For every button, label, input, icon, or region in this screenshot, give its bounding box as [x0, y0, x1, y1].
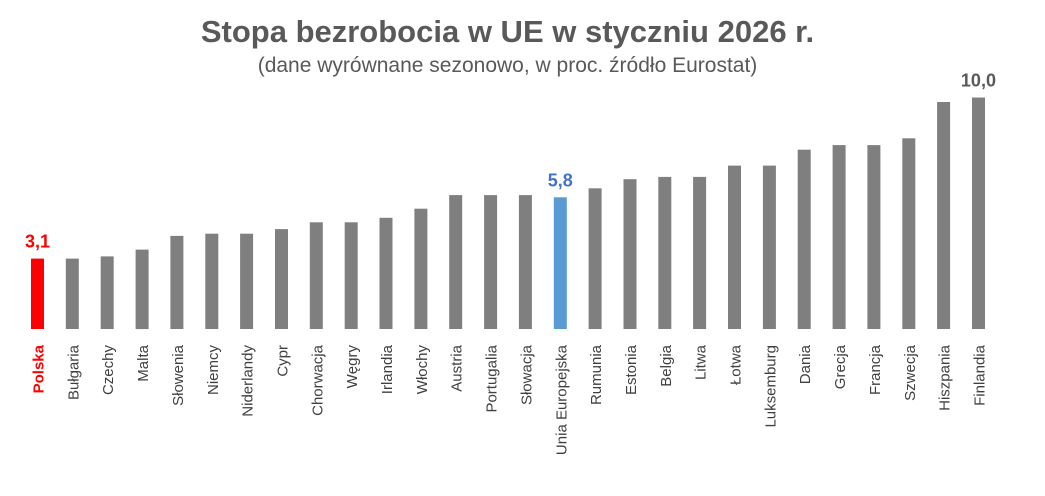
- bar-luksemburg: [762, 165, 776, 329]
- bar-finlandia: [972, 97, 985, 329]
- tick-label-niemcy: Niemcy: [205, 345, 222, 396]
- bar-malta: [135, 249, 149, 330]
- bar-niderlandy: [240, 233, 254, 329]
- tick-label-wegry: Węgry: [344, 345, 361, 389]
- bar-czechy: [100, 256, 114, 329]
- tick-label-hiszpania: Hiszpania: [937, 344, 954, 411]
- tick-label-bulgaria: Bułgaria: [65, 344, 82, 400]
- data-label-finlandia: 10,0: [961, 71, 996, 91]
- bar-rumunia: [588, 188, 602, 329]
- bar-chorwacja: [309, 222, 323, 329]
- tick-label-finlandia: Finlandia: [971, 344, 988, 406]
- bar-wegry: [344, 222, 358, 329]
- tick-label-francja: Francja: [867, 344, 884, 395]
- tick-label-belgia: Belgia: [658, 344, 675, 386]
- bar-estonia: [623, 179, 637, 329]
- tick-label-luksemburg: Luksemburg: [762, 345, 779, 428]
- chart-subtitle: (dane wyrównane sezonowo, w proc. źródło…: [257, 54, 758, 77]
- tick-label-austria: Austria: [449, 344, 466, 391]
- bar-cypr: [275, 229, 288, 329]
- bar-unia-europejska: [553, 197, 567, 329]
- data-label-unia-europejska: 5,8: [548, 170, 573, 190]
- tick-label-cypr: Cypr: [274, 345, 291, 377]
- bar-niemcy: [205, 233, 219, 329]
- bar-slowenia: [170, 235, 184, 329]
- bar-wlochy: [414, 208, 428, 329]
- bar-slowacja: [518, 195, 532, 329]
- tick-label-czechy: Czechy: [100, 345, 117, 396]
- tick-label-irlandia: Irlandia: [379, 344, 396, 394]
- bar-dania: [797, 149, 811, 329]
- tick-label-dania: Dania: [797, 344, 814, 384]
- bar-grecja: [832, 145, 846, 329]
- tick-label-szwecja: Szwecja: [902, 344, 919, 401]
- tick-labels-group: Polska Bułgaria Czechy Malta Słowenia Niemcy N…: [31, 344, 989, 455]
- tick-label-estonia: Estonia: [623, 344, 640, 395]
- bar-irlandia: [379, 217, 393, 329]
- data-label-polska: 3,1: [25, 232, 50, 252]
- bars-group: [31, 97, 985, 330]
- tick-label-lotwa: Łotwa: [728, 344, 745, 385]
- tick-label-polska: Polska: [31, 344, 48, 393]
- tick-label-wlochy: Włochy: [414, 345, 431, 395]
- tick-label-rumunia: Rumunia: [588, 344, 605, 405]
- tick-label-malta: Malta: [135, 344, 152, 381]
- tick-label-portugalia: Portugalia: [484, 344, 501, 412]
- bar-austria: [449, 195, 463, 329]
- bar-polska: [31, 258, 44, 329]
- chart-title: Stopa bezrobocia w UE w styczniu 2026 r.: [200, 14, 815, 49]
- bar-szwecja: [902, 138, 916, 329]
- tick-label-unia-europejska: Unia Europejska: [553, 344, 570, 455]
- bar-francja: [867, 145, 881, 329]
- bar-lotwa: [728, 165, 741, 329]
- tick-label-niderlandy: Niderlandy: [240, 345, 257, 417]
- tick-label-slowacja: Słowacja: [518, 344, 535, 405]
- tick-label-chorwacja: Chorwacja: [309, 344, 326, 416]
- tick-label-slowenia: Słowenia: [170, 344, 187, 406]
- tick-label-grecja: Grecja: [832, 344, 849, 389]
- bar-portugalia: [484, 195, 498, 329]
- bar-bulgaria: [65, 258, 79, 329]
- bar-hiszpania: [937, 102, 951, 329]
- value-labels-group: 3,1 5,8 10,0: [25, 71, 996, 252]
- tick-label-litwa: Litwa: [693, 344, 710, 380]
- bar-litwa: [693, 176, 707, 329]
- bar-belgia: [658, 176, 672, 329]
